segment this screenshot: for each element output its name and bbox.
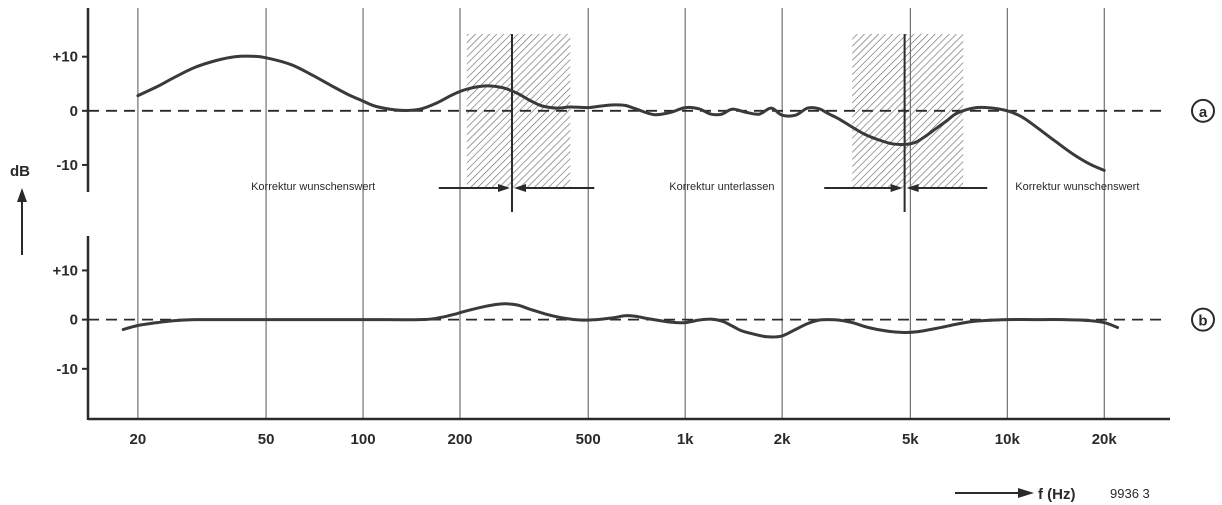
- x-tick-label-500: 500: [576, 431, 601, 448]
- x-axis-title: f (Hz): [1038, 486, 1076, 503]
- x-tick-label-5k: 5k: [902, 431, 919, 448]
- chart-axes: [82, 8, 1170, 421]
- x-tick-label-20k: 20k: [1092, 431, 1118, 448]
- x-tick-label-100: 100: [351, 431, 376, 448]
- x-tick-label-50: 50: [258, 431, 275, 448]
- y-tick-label-b-0: 0: [70, 312, 78, 329]
- y-tick-label-a-+10: +10: [53, 49, 78, 66]
- shaded-band-1: [466, 34, 571, 188]
- response-curves: [121, 54, 1120, 339]
- x-tick-label-10k: 10k: [995, 431, 1021, 448]
- tick-labels: 20 50 100 200 500 1k 2k 5k 10k 20k +10 0 -10 +10 0 -10: [53, 49, 1118, 448]
- annotation-2: Korrektur unterlassen: [669, 181, 774, 193]
- y-tick-label-b--10: -10: [56, 361, 78, 378]
- chart-grid: [137, 8, 1105, 418]
- y-tick-label-a--10: -10: [56, 157, 78, 174]
- panel-marker-b: b: [1198, 313, 1207, 330]
- x-tick-label-2k: 2k: [774, 431, 791, 448]
- shaded-bands: [438, 34, 988, 212]
- response-curve-a: [136, 54, 1106, 172]
- panel-marker-circle-a: [1191, 98, 1215, 123]
- annotation-3: Korrektur wunschenswert: [1015, 181, 1139, 193]
- band-left-arrowhead-1: [497, 184, 510, 192]
- y-tick-label-b-+10: +10: [53, 262, 78, 279]
- y-axis-arrow: [17, 188, 27, 255]
- band-left-arrowhead-2: [890, 184, 903, 192]
- annotations: Korrektur wunschenswert Korrektur unterla…: [251, 181, 1139, 193]
- annotation-1: Korrektur wunschenswert: [251, 181, 375, 193]
- x-tick-label-1k: 1k: [677, 431, 694, 448]
- band-right-arrowhead-1: [513, 184, 526, 192]
- panel-marker-circle-b: [1191, 307, 1215, 332]
- figure-code: 9936 3: [1110, 486, 1150, 501]
- x-tick-label-20: 20: [130, 431, 147, 448]
- x-tick-label-200: 200: [447, 431, 472, 448]
- y-axis-title: dB: [10, 163, 30, 180]
- response-curve-b: [121, 302, 1120, 339]
- band-right-arrowhead-2: [906, 184, 919, 192]
- x-axis-arrow: [955, 488, 1034, 498]
- panel-marker-a: a: [1199, 104, 1208, 121]
- y-tick-label-a-0: 0: [70, 103, 78, 120]
